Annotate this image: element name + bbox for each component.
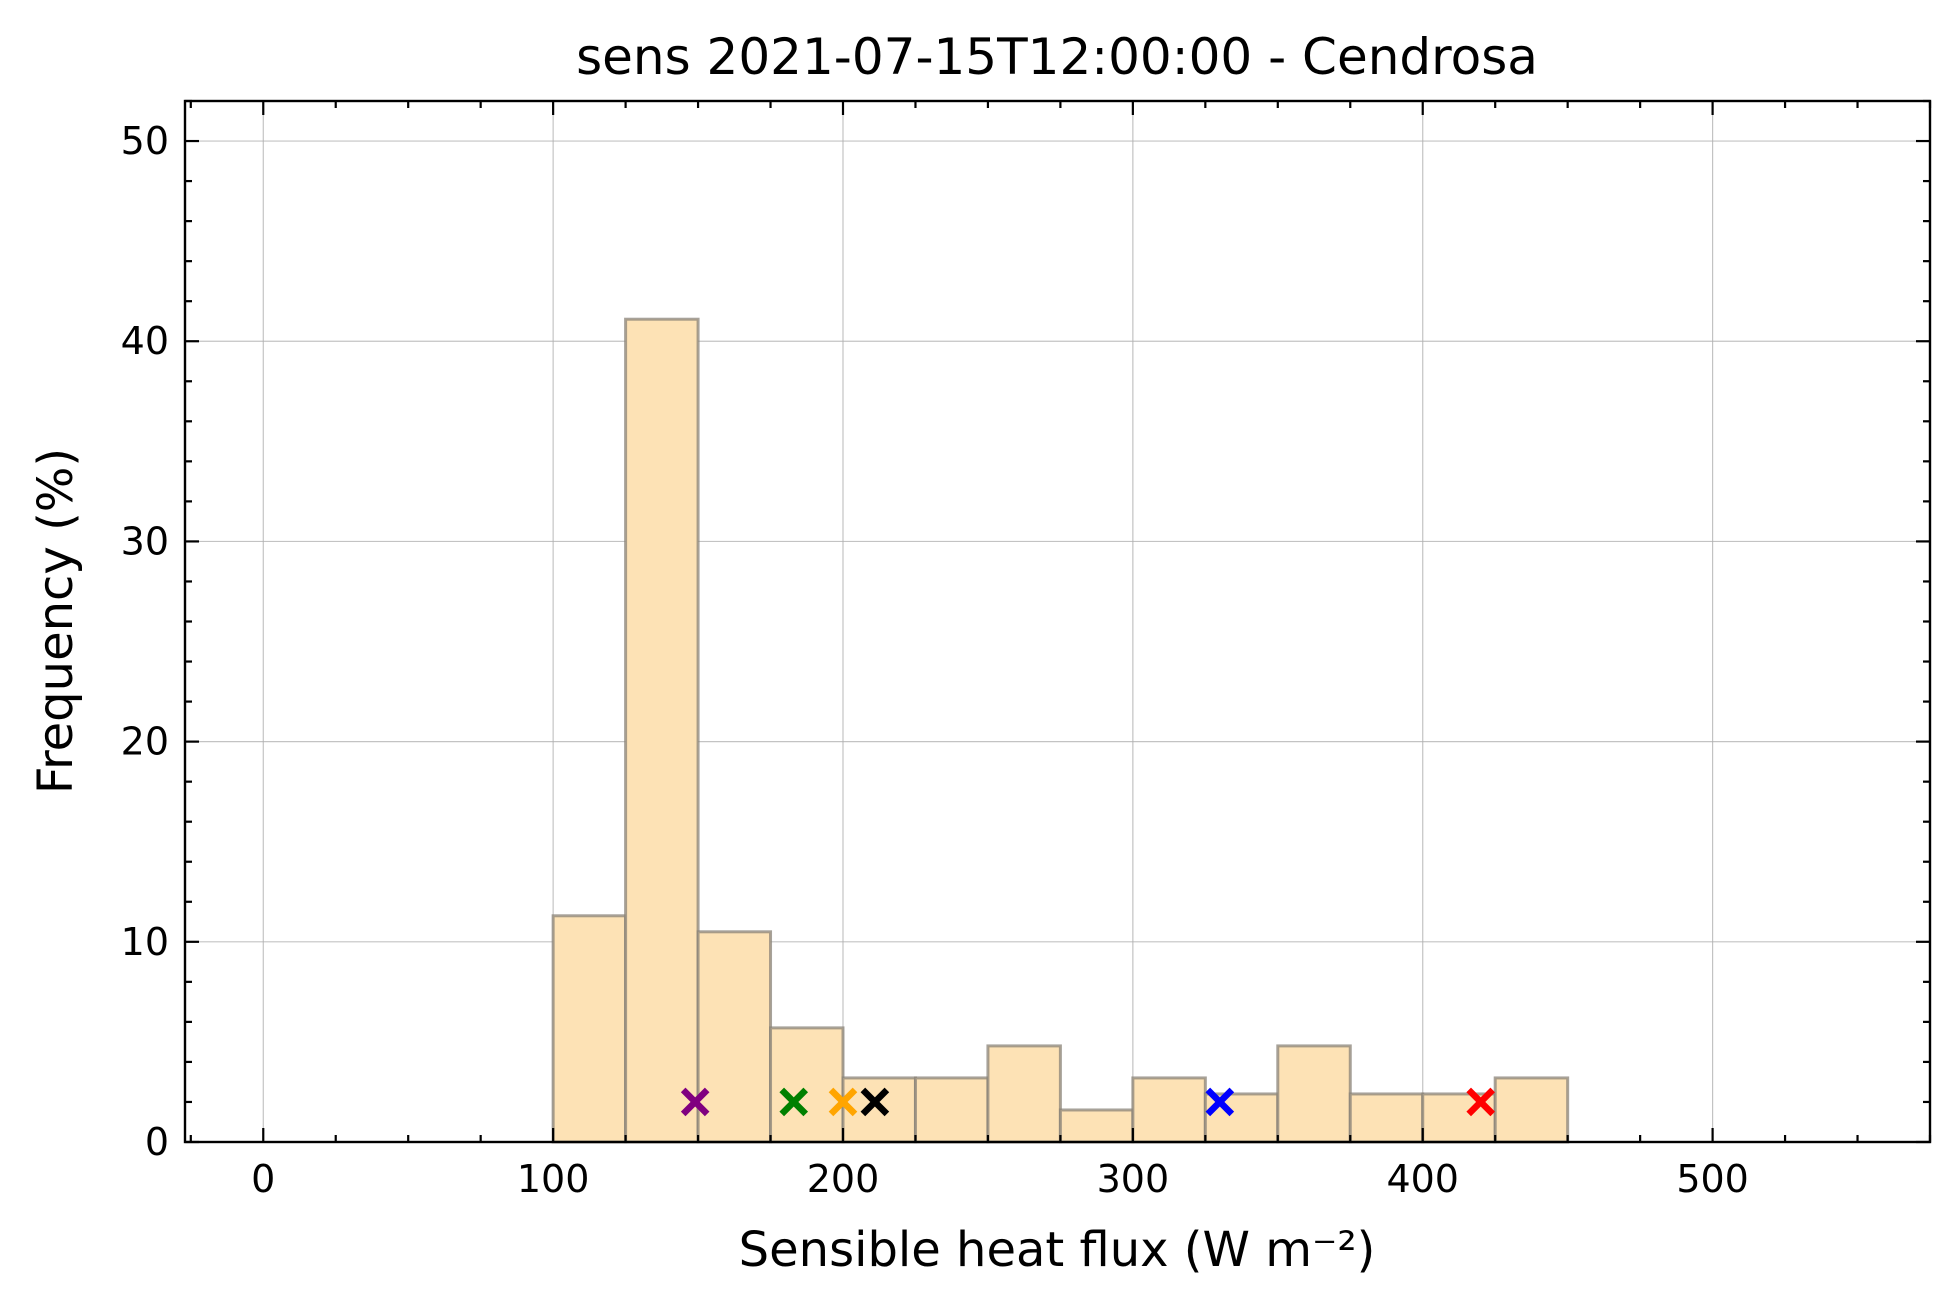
x-tick-label: 100	[517, 1157, 590, 1201]
grid-lines	[185, 101, 1930, 1143]
x-tick-label: 0	[251, 1157, 275, 1201]
x-tick-labels: 0 100 200 300 400 500	[251, 1157, 1749, 1201]
axis-ticks	[185, 99, 1932, 1144]
histogram-bar	[913, 1076, 990, 1144]
chart-title: sens 2021-07-15T12:00:00 - Cendrosa	[576, 28, 1538, 86]
plot-frame	[183, 99, 1932, 1144]
histogram-bar	[1493, 1076, 1570, 1144]
histogram-bar	[624, 317, 700, 1144]
y-axis-label: Frequency (%)	[28, 448, 84, 794]
x-tick-label: 500	[1676, 1157, 1749, 1201]
y-tick-label: 20	[121, 720, 169, 764]
x-tick-label: 200	[807, 1157, 880, 1201]
histogram-bar	[696, 930, 773, 1144]
histogram-bar	[1058, 1108, 1135, 1144]
x-tick-label: 400	[1386, 1157, 1459, 1201]
histogram-bar	[986, 1044, 1062, 1144]
x-axis-label: Sensible heat flux (W m⁻²)	[739, 1222, 1376, 1278]
statistic-markers	[680, 1087, 1496, 1117]
y-tick-label: 30	[121, 519, 169, 563]
histogram-bars	[551, 317, 1570, 1144]
histogram-bar	[769, 1026, 845, 1144]
y-tick-label: 40	[121, 319, 169, 363]
x-marker	[680, 1087, 710, 1117]
histogram-bar	[551, 914, 628, 1144]
histogram-bar	[1131, 1076, 1207, 1144]
histogram-bar	[1276, 1044, 1352, 1144]
x-marker	[779, 1087, 809, 1117]
y-tick-label: 10	[121, 920, 169, 964]
histogram-bar	[1348, 1092, 1425, 1144]
y-tick-label: 0	[145, 1120, 169, 1164]
y-tick-labels: 0 10 20 30 40 50	[121, 119, 169, 1164]
x-tick-label: 300	[1097, 1157, 1170, 1201]
x-marker	[860, 1087, 890, 1117]
x-marker	[1205, 1087, 1235, 1117]
x-marker	[1466, 1087, 1496, 1117]
x-marker	[828, 1087, 858, 1117]
y-tick-label: 50	[121, 119, 169, 163]
